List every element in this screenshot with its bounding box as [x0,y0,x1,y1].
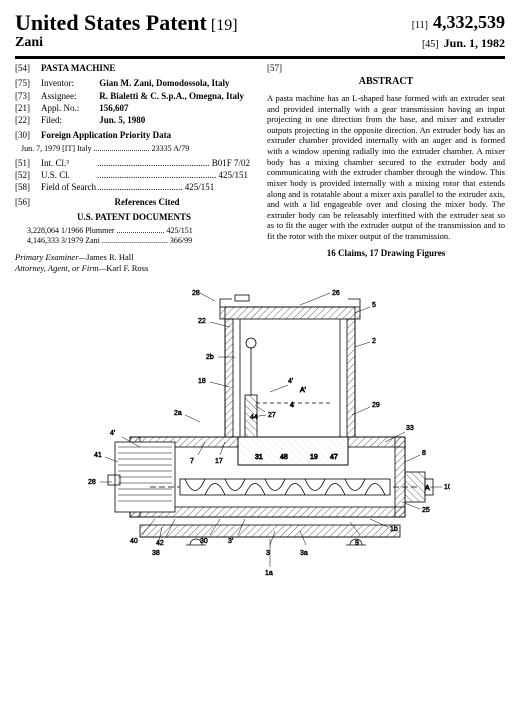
abstract-heading: ABSTRACT [267,76,505,89]
svg-text:41: 41 [94,452,102,459]
f57-num: [57] [267,63,282,73]
svg-text:1b: 1b [390,526,398,533]
left-column: [54]PASTA MACHINE [75]Inventor: Gian M. … [15,63,253,273]
patent-page: United States Patent [19] Zani [11] 4,33… [0,0,520,604]
svg-text:3: 3 [266,550,270,557]
ref-item: 4,146,333 3/1979 Zani ..................… [27,236,253,246]
ref-list: 3,228,064 1/1966 Plummer ...............… [15,226,253,246]
right-column: [57] ABSTRACT A pasta machine has an L-s… [267,63,505,273]
attorney-val: Karl F. Ross [106,263,148,273]
svg-text:17: 17 [215,458,223,465]
bracket-19: [19] [211,17,238,34]
f52-val: ........................................… [97,170,248,181]
f22-lbl: Filed: [41,115,97,126]
svg-text:38: 38 [152,550,160,557]
svg-text:31: 31 [255,454,263,461]
svg-text:1a: 1a [265,570,273,577]
f75-val: Gian M. Zani, Domodossola, Italy [99,78,229,89]
svg-text:33: 33 [406,425,414,432]
svg-text:40: 40 [130,538,138,545]
claims-line: 16 Claims, 17 Drawing Figures [267,248,505,259]
divider [15,56,505,59]
f54-num: [54] [15,63,41,74]
f30-line: Jun. 7, 1979 [IT] Italy ................… [21,144,253,154]
body-columns: [54]PASTA MACHINE [75]Inventor: Gian M. … [15,63,505,273]
svg-text:3': 3' [228,538,233,545]
bracket-11: [11] [412,20,428,31]
f73-lbl: Assignee: [41,91,97,102]
svg-text:A': A' [300,387,306,394]
attorney-line: Attorney, Agent, or Firm—Karl F. Ross [15,263,253,274]
header-right: [11] 4,332,539 [45] Jun. 1, 1982 [412,10,505,52]
f30-lbl: Foreign Application Priority Data [41,130,171,141]
f51-num: [51] [15,158,41,169]
f75-lbl: Inventor: [41,78,97,89]
ref-head: U.S. PATENT DOCUMENTS [15,212,253,223]
f58-lbl: Field of Search [41,182,97,193]
doc-title: United States Patent [15,10,207,35]
patent-drawing: A' 4 A [15,287,505,592]
f21-lbl: Appl. No.: [41,103,97,114]
svg-text:26: 26 [332,290,340,297]
f51-val: ........................................… [97,158,250,169]
svg-text:42: 42 [156,540,164,547]
f58-num: [58] [15,182,41,193]
svg-text:44: 44 [250,414,258,421]
f30-num: [30] [15,130,41,141]
svg-text:3a: 3a [300,550,308,557]
f58-val: ...................................... 4… [97,182,214,193]
svg-text:19: 19 [310,454,318,461]
svg-text:9: 9 [355,540,359,547]
svg-text:25: 25 [422,507,430,514]
examiner-line: Primary Examiner—James R. Hall [15,252,253,263]
f73-val: R. Bialetti & C. S.p.A., Omegna, Italy [99,91,244,102]
patent-header: United States Patent [19] Zani [11] 4,33… [15,10,505,52]
svg-text:30: 30 [200,538,208,545]
svg-text:2a: 2a [174,410,182,417]
examiner-lbl: Primary Examiner— [15,252,86,262]
f73-num: [73] [15,91,41,102]
f52-num: [52] [15,170,41,181]
svg-text:27: 27 [268,412,276,419]
f22-num: [22] [15,115,41,126]
header-left: United States Patent [19] Zani [15,10,238,51]
f54-title: PASTA MACHINE [41,63,115,74]
bracket-45: [45] [422,39,439,50]
attorney-lbl: Attorney, Agent, or Firm— [15,263,106,273]
issue-date: Jun. 1, 1982 [444,36,505,50]
svg-text:A: A [425,485,430,492]
f52-lbl: U.S. Cl. [41,170,97,181]
svg-text:28: 28 [88,479,96,486]
ref-item: 3,228,064 1/1966 Plummer ...............… [27,226,253,236]
svg-text:28: 28 [192,290,200,297]
svg-text:48: 48 [280,454,288,461]
inventor-surname: Zani [15,35,43,51]
drawing-svg: A' 4 A [70,287,450,587]
abstract-text: A pasta machine has an L-shaped base for… [267,93,505,242]
f21-num: [21] [15,103,41,114]
svg-text:7: 7 [190,458,194,465]
svg-text:4: 4 [290,402,294,409]
svg-text:2b: 2b [206,354,214,361]
svg-text:8: 8 [422,450,426,457]
svg-text:2: 2 [372,338,376,345]
f51-lbl: Int. Cl.³ [41,158,97,169]
svg-text:10: 10 [444,484,450,491]
patent-number: 4,332,539 [433,12,505,32]
f56-num: [56] [15,197,41,208]
f56-lbl: References Cited [114,197,179,208]
svg-text:22: 22 [198,318,206,325]
f75-num: [75] [15,78,41,89]
examiner-val: James R. Hall [86,252,133,262]
svg-text:4': 4' [288,378,293,385]
svg-text:5: 5 [372,302,376,309]
svg-text:18: 18 [198,378,206,385]
svg-text:47: 47 [330,454,338,461]
svg-text:4': 4' [110,430,115,437]
f21-val: 156,607 [99,103,128,114]
svg-text:29: 29 [372,402,380,409]
f22-val: Jun. 5, 1980 [99,115,145,126]
